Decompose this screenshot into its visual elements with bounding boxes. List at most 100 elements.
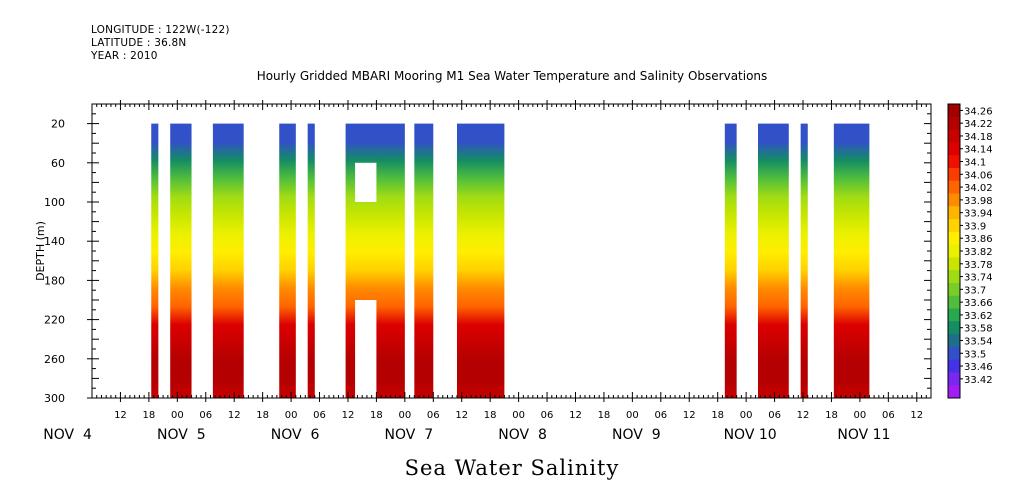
colorbar-label: 34.26: [964, 106, 993, 117]
year-label: YEAR : 2010: [91, 50, 158, 62]
colorbar-label: 34.14: [964, 145, 993, 156]
colorbar-segment: [948, 116, 960, 131]
latitude-label: LATITUDE : 36.8N: [91, 37, 187, 49]
colorbar-segment: [948, 359, 960, 373]
longitude-label: LONGITUDE : 122W(-122): [91, 24, 230, 36]
x-day-label: NOV 11: [837, 427, 890, 443]
colorbar-segment: [948, 104, 960, 118]
colorbar-label: 33.46: [964, 362, 993, 373]
x-hour-tick-label: 00: [626, 410, 639, 421]
x-hour-tick-label: 00: [740, 410, 753, 421]
y-tick-label: 140: [44, 235, 65, 248]
colorbar-segment: [948, 257, 960, 271]
x-hour-tick-label: 18: [484, 410, 497, 421]
colorbar-label: 33.54: [964, 336, 993, 347]
colorbar-segment: [948, 129, 960, 143]
x-hour-tick-label: 06: [654, 410, 667, 421]
y-tick-label: 180: [44, 274, 65, 287]
colorbar-label: 33.42: [964, 375, 993, 386]
x-hour-tick-label: 06: [427, 410, 440, 421]
colorbar-segment: [948, 244, 960, 258]
colorbar-label: 33.66: [964, 298, 993, 309]
data-column: [724, 123, 737, 398]
x-hour-tick-label: 06: [768, 410, 781, 421]
data-column: [456, 123, 505, 398]
colorbar-segment: [948, 282, 960, 297]
x-day-label: NOV 7: [385, 427, 434, 443]
colorbar-label: 33.9: [964, 221, 986, 232]
x-day-label: NOV 8: [498, 427, 547, 443]
colorbar-label: 34.22: [964, 119, 993, 130]
missing-data-box: [355, 300, 377, 398]
data-column: [170, 123, 192, 398]
missing-data-boxes: [355, 162, 377, 398]
y-axis: 20 60 100 140 180 220 260 300: [44, 113, 931, 405]
colorbar-label: 33.74: [964, 273, 993, 284]
colorbar-segment: [948, 295, 960, 310]
x-hour-tick-label: 18: [825, 410, 838, 421]
data-column: [833, 123, 870, 398]
missing-data-box: [355, 162, 377, 202]
x-hour-tick-label: 00: [398, 410, 411, 421]
data-column: [151, 123, 159, 398]
colorbar-label: 33.58: [964, 324, 993, 335]
colorbar-segment: [948, 346, 960, 361]
x-axis-label: Sea Water Salinity: [405, 456, 620, 480]
colorbar-label: 34.18: [964, 132, 993, 143]
colorbar-segment: [948, 219, 960, 233]
x-hour-tick-label: 18: [143, 410, 156, 421]
colorbar-label: 33.7: [964, 285, 986, 296]
colorbar-segment: [948, 142, 960, 156]
y-tick-label: 100: [44, 196, 65, 209]
colorbar-label: 33.86: [964, 234, 993, 245]
x-hour-tick-label: 12: [683, 410, 696, 421]
colorbar-segment: [948, 155, 960, 169]
x-hour-tick-label: 00: [512, 410, 525, 421]
y-tick-label: 60: [51, 157, 65, 170]
colorbar-segment: [948, 167, 960, 182]
colorbar-label: 34.06: [964, 170, 993, 181]
data-column: [279, 123, 296, 398]
y-axis-label: DEPTH (m): [34, 221, 47, 281]
x-day-label: NOV 10: [724, 427, 777, 443]
colorbar-label: 34.1: [964, 158, 986, 169]
colorbar-label: 33.62: [964, 311, 993, 322]
colorbar-segment: [948, 308, 960, 322]
data-column: [414, 123, 434, 398]
x-axis: 12 18 00 06 12 18 00 06 12 18 00 06 12 18 00 06 12 18 00 06…: [43, 100, 932, 443]
y-tick-label: 260: [44, 353, 65, 366]
colorbar-label: 33.98: [964, 196, 993, 207]
x-hour-tick-label: 06: [882, 410, 895, 421]
colorbar-segment: [948, 206, 960, 220]
colorbar: 34.26 34.22 34.18 34.14 34.134.06 34.02 33.98 3…: [947, 103, 993, 399]
colorbar-label: 34.02: [964, 183, 993, 194]
x-hour-tick-label: 12: [910, 410, 923, 421]
chart-title: Hourly Gridded MBARI Mooring M1 Sea Wate…: [257, 69, 768, 83]
x-hour-tick-label: 18: [598, 410, 611, 421]
colorbar-segment: [948, 193, 960, 207]
x-hour-tick-label: 12: [228, 410, 241, 421]
x-day-label: NOV 5: [157, 427, 206, 443]
colorbar-segment: [948, 321, 960, 335]
y-tick-label: 20: [51, 118, 65, 131]
data-column: [757, 123, 789, 398]
x-hour-tick-label: 12: [569, 410, 582, 421]
colorbar-segment: [948, 372, 960, 386]
x-hour-tick-label: 12: [342, 410, 355, 421]
colorbar-label: 33.5: [964, 349, 986, 360]
colorbar-label: 33.78: [964, 260, 993, 271]
x-hour-tick-label: 06: [541, 410, 554, 421]
y-tick-label: 220: [44, 314, 65, 327]
x-hour-tick-label: 12: [114, 410, 127, 421]
x-day-label: NOV 9: [612, 427, 661, 443]
x-hour-tick-label: 06: [313, 410, 326, 421]
colorbar-segment: [948, 270, 960, 284]
x-hour-tick-label: 18: [256, 410, 269, 421]
data-columns: [151, 123, 870, 398]
x-hour-tick-label: 00: [171, 410, 184, 421]
colorbar-label: 33.94: [964, 209, 993, 220]
x-hour-tick-label: 00: [285, 410, 298, 421]
x-hour-tick-label: 00: [854, 410, 867, 421]
colorbar-segment: [948, 385, 960, 399]
data-column: [800, 123, 808, 398]
